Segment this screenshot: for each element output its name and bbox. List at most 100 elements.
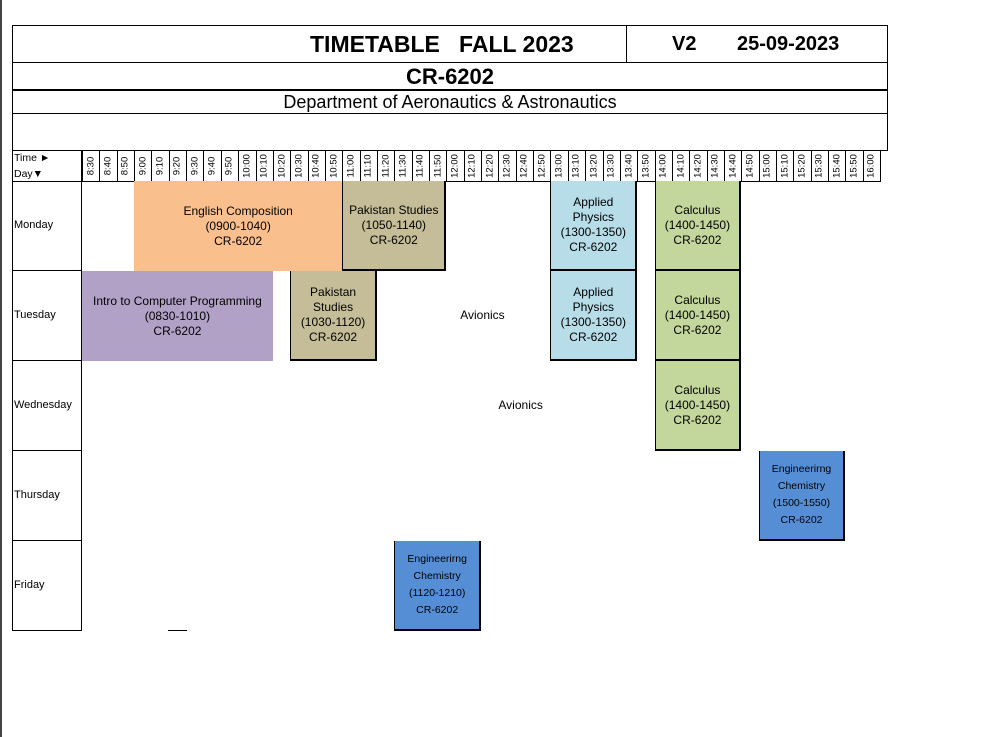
class-name: Applied (573, 285, 614, 299)
time-slot-header: 9:50 (221, 151, 238, 181)
time-slot-label: 13:50 (640, 154, 652, 178)
class-name: Applied (573, 195, 614, 209)
class-detail: (1500-1550) (772, 497, 831, 509)
time-slot-divider (689, 151, 691, 181)
time-slot-header: 12:10 (464, 151, 481, 181)
time-slot-divider (82, 151, 83, 181)
time-slot-header: 16:00 (863, 151, 880, 181)
page-left-border (0, 0, 2, 737)
time-slot-header: 11:40 (412, 151, 429, 181)
class-detail: CR-6202 (214, 233, 263, 248)
day-label-monday: Monday (14, 219, 54, 231)
time-slot-label: 12:10 (466, 154, 478, 178)
time-slot-label: 10:10 (258, 154, 270, 178)
time-slot-label: 9:20 (171, 156, 183, 176)
time-slot-label: 13:40 (623, 154, 635, 178)
title-divider (626, 26, 627, 62)
class-detail: CR-6202 (569, 330, 618, 344)
day-label-thursday: Thursday (14, 489, 60, 501)
department-row: Department of Aeronautics & Astronautics (12, 90, 888, 114)
day-label-friday: Friday (14, 579, 45, 591)
free-text-label: Avionics (498, 398, 543, 412)
class-name: Engineerirng (771, 463, 832, 475)
day-label-wednesday: Wednesday (14, 399, 72, 411)
time-slot-header: 10:50 (325, 151, 342, 181)
class-name: Pakistan Studies (349, 202, 439, 217)
time-slot-label: 9:30 (189, 156, 201, 176)
time-slot-label: 9:10 (154, 156, 166, 176)
day-axis-label: Day▼ (14, 168, 44, 180)
time-slot-label: 8:50 (119, 156, 131, 176)
time-slot-header: 12:30 (498, 151, 515, 181)
time-slot-header: 13:00 (550, 151, 567, 181)
version-label: V2 (672, 33, 697, 55)
class-name: Pakistan Studies (310, 285, 357, 314)
time-slot-label: 14:00 (657, 154, 669, 178)
class-block: Pakistan Studies (1050-1140) CR-6202 (342, 181, 447, 271)
class-detail: (0900-1040) (205, 218, 271, 233)
time-slot-header: 13:20 (585, 151, 602, 181)
class-detail: (1400-1450) (664, 307, 731, 322)
day-row-divider (12, 450, 82, 451)
time-slot-label: 10:50 (328, 154, 340, 178)
time-slot-divider (776, 151, 777, 181)
class-name: English Composition (183, 203, 293, 218)
day-row-divider (12, 630, 82, 631)
time-slot-header: 11:30 (394, 151, 411, 181)
time-slot-label: 9:00 (137, 156, 149, 176)
time-slot-header: 15:00 (759, 151, 776, 181)
time-slot-header: 12:20 (481, 151, 498, 181)
class-block: Pakistan Studies (1030-1120) CR-6202 (290, 271, 377, 361)
time-slot-divider (671, 151, 673, 181)
time-slot-divider (845, 151, 847, 181)
class-detail: CR-6202 (416, 604, 459, 616)
time-slot-header: 10:40 (308, 151, 325, 181)
time-slot-header: 15:50 (845, 151, 862, 181)
time-slot-label: 15:40 (831, 154, 843, 178)
time-slot-header: 9:30 (186, 151, 203, 181)
class-block: Calculus (1400-1450) CR-6202 (654, 271, 742, 361)
class-detail: Chemistry (413, 570, 461, 582)
time-slot-label: 14:40 (727, 154, 739, 178)
class-detail: CR-6202 (369, 232, 418, 247)
time-slot-label: 12:30 (501, 154, 513, 178)
time-slot-divider (376, 151, 378, 181)
title-row: TIMETABLE FALL 2023 V2 25-09-2023 (12, 25, 888, 63)
time-slot-divider (741, 151, 743, 181)
time-slot-header: 10:10 (256, 151, 273, 181)
class-block: Applied Physics (1300-1350) CR-6202 (550, 271, 638, 361)
time-slot-divider (793, 151, 795, 181)
time-header-bottom-line (12, 181, 882, 182)
time-slot-label: 11:20 (380, 154, 392, 178)
underline-mark (168, 630, 187, 631)
time-slot-label: 14:50 (744, 154, 756, 178)
time-slot-label: 13:30 (605, 154, 617, 178)
time-slot-divider (134, 151, 136, 181)
time-slot-label: 14:10 (675, 154, 687, 178)
time-slot-header: 12:00 (446, 151, 463, 181)
time-slot-header: 14:40 (724, 151, 741, 181)
free-text-label: Avionics (460, 308, 505, 322)
time-slot-divider (446, 151, 448, 181)
time-slot-divider (550, 151, 552, 181)
time-slot-divider (533, 151, 535, 181)
time-slot-divider (463, 151, 465, 181)
class-detail: CR-6202 (569, 240, 618, 254)
time-slot-divider (411, 151, 413, 181)
time-slot-header: 9:10 (151, 151, 168, 181)
time-slot-header: 15:20 (793, 151, 810, 181)
time-slot-divider (324, 151, 326, 181)
time-slot-label: 12:50 (536, 154, 548, 178)
class-detail: CR-6202 (309, 330, 358, 344)
time-slot-header: 12:50 (533, 151, 550, 181)
time-slot-header: 10:00 (238, 151, 255, 181)
time-slot-header: 14:20 (689, 151, 706, 181)
day-column-left-line (12, 151, 13, 631)
time-slot-label: 11:40 (414, 154, 426, 178)
time-slot-divider (706, 151, 708, 181)
time-slot-divider (515, 151, 517, 181)
time-slot-divider (880, 151, 882, 181)
class-detail: (1050-1140) (361, 217, 427, 232)
time-slot-label: 10:40 (310, 154, 322, 178)
day-column-right-line (81, 151, 82, 631)
